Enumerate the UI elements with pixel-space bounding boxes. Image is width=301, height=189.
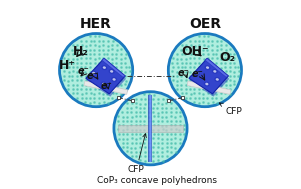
Polygon shape	[189, 58, 228, 94]
Ellipse shape	[216, 78, 219, 81]
Ellipse shape	[103, 66, 106, 69]
Ellipse shape	[204, 65, 211, 70]
Ellipse shape	[214, 77, 220, 82]
Ellipse shape	[206, 66, 209, 69]
Ellipse shape	[101, 81, 107, 87]
Text: e⁻: e⁻	[86, 71, 98, 81]
Ellipse shape	[92, 72, 95, 74]
Polygon shape	[84, 81, 128, 94]
Text: H₂: H₂	[73, 45, 89, 58]
Circle shape	[168, 33, 241, 107]
Text: e⁻: e⁻	[178, 68, 189, 78]
Text: e⁻: e⁻	[78, 66, 90, 76]
Ellipse shape	[204, 81, 210, 87]
Ellipse shape	[102, 83, 105, 85]
Polygon shape	[87, 61, 126, 97]
Text: e⁻: e⁻	[101, 81, 112, 91]
Text: e⁻: e⁻	[191, 69, 203, 79]
Ellipse shape	[110, 70, 113, 73]
Bar	[116, 96, 119, 99]
Ellipse shape	[111, 77, 117, 82]
Polygon shape	[187, 81, 231, 94]
Text: OER: OER	[189, 17, 221, 31]
Text: OH⁻: OH⁻	[182, 45, 209, 58]
Ellipse shape	[113, 78, 116, 81]
Ellipse shape	[205, 83, 208, 85]
Ellipse shape	[109, 69, 115, 74]
Polygon shape	[190, 61, 229, 97]
Bar	[182, 96, 185, 99]
Ellipse shape	[213, 70, 216, 73]
Bar	[167, 99, 170, 102]
Text: HER: HER	[80, 17, 112, 31]
Bar	[150, 95, 151, 162]
Ellipse shape	[195, 72, 198, 74]
Bar	[148, 95, 149, 162]
Text: CoP₃ concave polyhedrons: CoP₃ concave polyhedrons	[97, 176, 217, 185]
Circle shape	[60, 33, 133, 107]
Circle shape	[114, 92, 187, 165]
Polygon shape	[205, 58, 228, 77]
Bar	[149, 95, 150, 162]
Text: O₂: O₂	[219, 51, 235, 64]
Bar	[131, 99, 134, 102]
Ellipse shape	[101, 65, 107, 70]
Ellipse shape	[212, 69, 218, 74]
Text: CFP: CFP	[128, 134, 146, 174]
Ellipse shape	[194, 70, 200, 76]
Bar	[151, 95, 152, 162]
Bar	[118, 125, 183, 132]
Ellipse shape	[91, 70, 97, 76]
Text: CFP: CFP	[219, 103, 242, 116]
Text: H⁺: H⁺	[58, 59, 76, 72]
Polygon shape	[102, 58, 125, 77]
Polygon shape	[86, 58, 125, 94]
